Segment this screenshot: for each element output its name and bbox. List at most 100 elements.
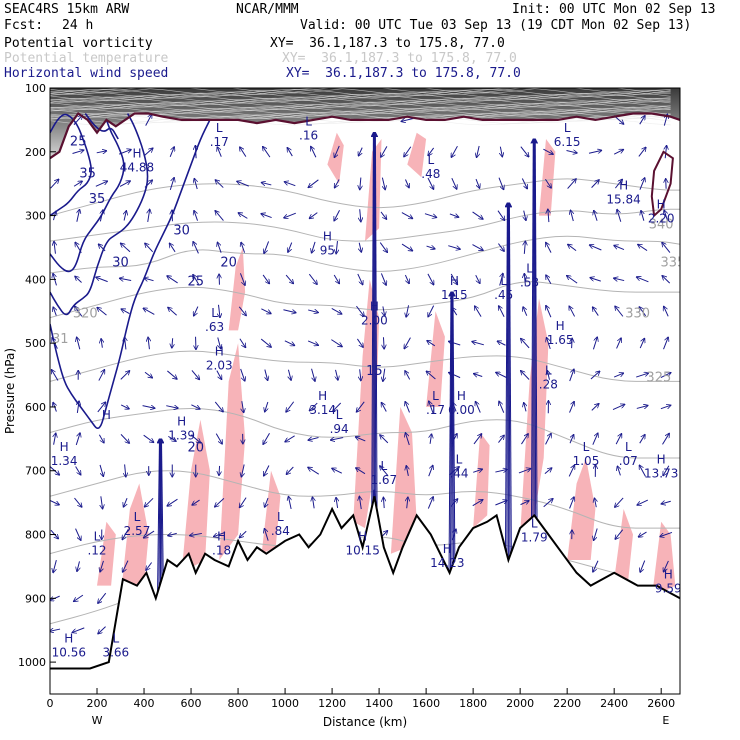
x-axis-label: Distance (km): [323, 715, 407, 729]
extremum-value: .16: [299, 129, 318, 143]
wind-vector: [472, 500, 483, 507]
updraft-arrow: [505, 203, 507, 567]
wind-vector: [359, 496, 361, 510]
wind-vector: [358, 147, 363, 156]
wind-vector: [307, 340, 318, 345]
extremum-value: 10.56: [52, 645, 86, 659]
wind-vector: [309, 212, 318, 219]
extremum-value: 2.00: [361, 314, 388, 328]
wind-vector: [498, 177, 504, 190]
updraft-arrow: [453, 292, 455, 580]
extremum-type: L: [500, 274, 507, 288]
wind-vector: [451, 145, 458, 157]
wind-vector: [427, 341, 436, 347]
extremum-value: .63: [205, 320, 224, 334]
field-pv-xy: XY= 36.1,187.3 to 175.8, 77.0: [270, 36, 505, 51]
wind-vector: [96, 151, 107, 153]
wind-vector: [614, 179, 622, 189]
wind-vector: [568, 244, 577, 252]
y-tick-label: 400: [25, 273, 46, 286]
stratosphere-region: [50, 88, 680, 159]
extremum-value: 1.34: [51, 454, 78, 468]
extremum-value: 2.57: [124, 524, 151, 538]
wind-vector: [405, 401, 410, 413]
wind-vector: [381, 402, 387, 412]
wind-vector: [124, 211, 126, 221]
y-tick-label: 500: [25, 337, 46, 350]
wind-vector: [240, 147, 247, 157]
wind-vector: [331, 307, 342, 314]
extremum-value: 14.23: [430, 556, 464, 570]
extremum-value: 1.05: [573, 454, 600, 468]
wind-vector: [473, 434, 482, 445]
wind-vector: [569, 434, 574, 444]
updraft-arrow: [535, 139, 536, 567]
wind-vector: [544, 468, 552, 474]
wind-vector: [288, 369, 291, 381]
updraft-arrow: [509, 203, 510, 567]
wind-vector: [98, 434, 104, 443]
extremum-type: H: [664, 568, 673, 582]
theta-contours: [50, 178, 680, 625]
wind-vector: [426, 371, 436, 380]
wind-vector: [144, 278, 154, 281]
extremum-type: H: [657, 453, 666, 467]
wind-vector: [660, 373, 671, 378]
wind-vector: [356, 338, 363, 347]
wind-vector: [406, 466, 408, 476]
wind-vector: [100, 210, 103, 222]
wind-vector: [521, 178, 527, 188]
wind-vector: [661, 501, 671, 504]
field-pv-name: Potential vorticity: [4, 36, 153, 51]
wind-vector: [638, 244, 648, 251]
wind-vector: [401, 212, 413, 219]
wind-vector: [265, 497, 269, 507]
wind-vector: [406, 305, 408, 317]
wind-vector: [593, 560, 599, 572]
extremum-value: .07: [619, 454, 638, 468]
wind-vector: [592, 307, 599, 316]
wind-vector: [664, 306, 669, 317]
wind-vector: [240, 368, 245, 381]
extremum-type: L: [625, 440, 632, 454]
extremum-value: 1.65: [547, 333, 574, 347]
wind-vector: [475, 274, 480, 283]
wind-vector: [636, 373, 648, 378]
wind-vector: [426, 246, 436, 249]
wind-vector: [546, 337, 551, 350]
wind-vector: [427, 497, 433, 509]
wind-vector: [238, 306, 246, 316]
wind-vector: [284, 340, 295, 346]
pv-fold: [650, 150, 674, 218]
extremum-value: 3.66: [102, 645, 129, 659]
wind-vector: [193, 274, 200, 285]
wind-vector: [330, 438, 344, 441]
wind-vector: [543, 148, 553, 154]
wind-vector: [336, 497, 338, 508]
extremum-value: .48: [421, 167, 440, 181]
wind-vector: [616, 338, 622, 349]
wind-vector: [334, 145, 340, 158]
pv-region: [219, 343, 246, 560]
wind-vector: [663, 465, 670, 476]
extremum-value: 13.73: [644, 467, 678, 481]
extrema-markers: H1.34L.12H10.56L3.66HL2.57H44.88H1.39H2.…: [51, 115, 682, 660]
wind-vector: [193, 242, 199, 254]
wind-vector: [639, 178, 645, 190]
wind-vector: [148, 337, 149, 350]
wind-vector: [53, 560, 57, 573]
wind-vector: [663, 337, 669, 350]
wind-vector: [380, 435, 389, 444]
wind-vector: [614, 278, 625, 280]
wind-vector: [591, 404, 599, 411]
extremum-type: L: [305, 115, 312, 129]
extremum-value: 9.59: [655, 582, 682, 596]
wind-vector: [333, 402, 342, 411]
x-tick-label: 2600: [647, 697, 675, 710]
valid-time: Valid: 00 UTC Tue 03 Sep 13 (19 CDT Mon …: [300, 18, 692, 33]
tropopause-line: [50, 111, 680, 218]
wind-vector: [215, 211, 224, 221]
wind-vector: [360, 369, 361, 380]
wind-vector: [144, 371, 153, 378]
wind-vector: [614, 245, 625, 251]
